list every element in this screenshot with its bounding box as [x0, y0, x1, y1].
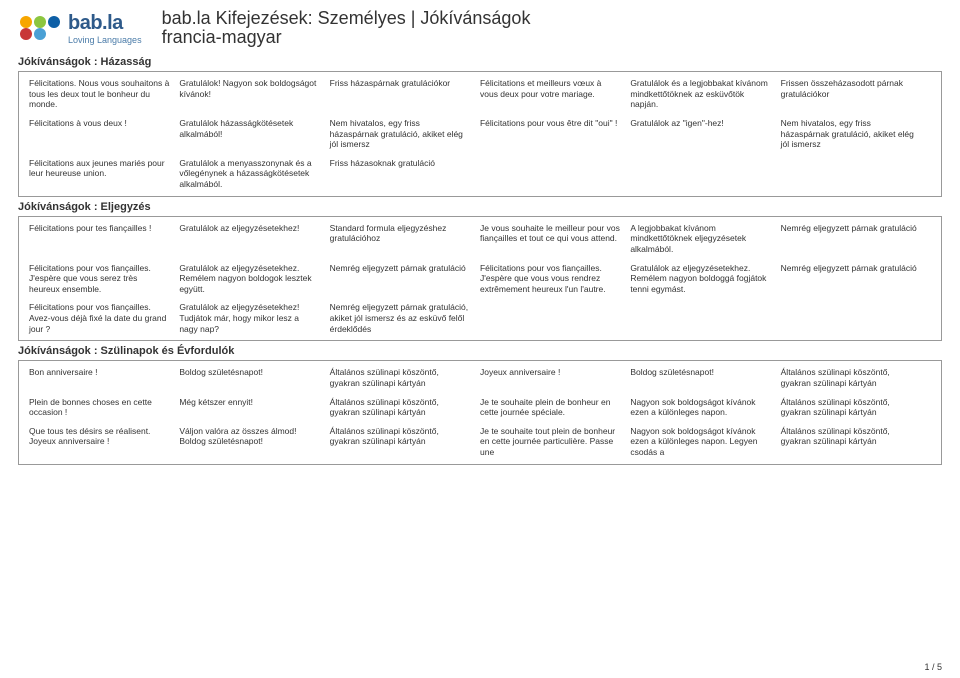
phrase-cell: Még kétszer ennyit!: [179, 397, 329, 418]
phrase-row: Félicitations pour tes fiançailles !Grat…: [29, 223, 931, 255]
phrase-cell: Általános szülinapi köszöntő, gyakran sz…: [330, 426, 480, 458]
phrase-row: Félicitations. Nous vous souhaitons à to…: [29, 78, 931, 110]
phrase-cell: Friss házaspárnak gratulációkor: [330, 78, 480, 110]
phrase-cell: Gratulálok az eljegyzésetekhez. Remélem …: [179, 263, 329, 295]
section-title: Jókívánságok : Szülinapok és Évfordulók: [18, 345, 942, 357]
logo-mark: [18, 12, 66, 44]
phrase-cell: Félicitations pour vos fiançailles. J'es…: [29, 263, 179, 295]
phrase-cell: Általános szülinapi köszöntő, gyakran sz…: [781, 426, 931, 458]
phrase-cell: Nemrég eljegyzett párnak gratuláció: [781, 263, 931, 295]
phrase-row: Félicitations à vous deux !Gratulálok há…: [29, 118, 931, 150]
phrase-cell: Váljon valóra az összes álmod! Boldog sz…: [179, 426, 329, 458]
phrase-cell: Gratulálok az eljegyzésetekhez! Tudjátok…: [179, 302, 329, 334]
phrase-cell: Nagyon sok boldogságot kívánok ezen a kü…: [630, 426, 780, 458]
phrase-cell: [480, 158, 630, 190]
phrase-cell: [630, 302, 780, 334]
phrase-cell: Gratulálok az "igen"-hez!: [630, 118, 780, 150]
section: Jókívánságok : Szülinapok és Évfordulók B…: [18, 345, 942, 464]
phrase-cell: Nemrég eljegyzett párnak gratuláció: [330, 263, 480, 295]
phrase-cell: Gratulálok és a legjobbakat kívánom mind…: [630, 78, 780, 110]
phrase-cell: Nem hivatalos, egy friss házaspárnak gra…: [781, 118, 931, 150]
phrase-cell: [781, 158, 931, 190]
phrase-cell: Nemrég eljegyzett párnak gratuláció: [781, 223, 931, 255]
phrase-row: Félicitations aux jeunes mariés pour leu…: [29, 158, 931, 190]
phrase-cell: Plein de bonnes choses en cette occasion…: [29, 397, 179, 418]
phrase-cell: Boldog születésnapot!: [630, 367, 780, 388]
phrase-cell: Általános szülinapi köszöntő, gyakran sz…: [330, 397, 480, 418]
logo-tagline: Loving Languages: [68, 35, 142, 45]
phrase-cell: Bon anniversaire !: [29, 367, 179, 388]
phrase-cell: Félicitations pour vos fiançailles. J'es…: [480, 263, 630, 295]
phrase-cell: [630, 158, 780, 190]
phrase-cell: Általános szülinapi köszöntő, gyakran sz…: [781, 397, 931, 418]
section: Jókívánságok : Eljegyzés Félicitations po…: [18, 201, 942, 342]
logo: bab.la Loving Languages: [18, 12, 142, 45]
page-title-block: bab.la Kifejezések: Személyes | Jókíváns…: [162, 8, 942, 48]
section-box: Bon anniversaire !Boldog születésnapot!Á…: [18, 360, 942, 464]
phrase-cell: [480, 302, 630, 334]
phrase-cell: Frissen összeházasodott párnak gratuláci…: [781, 78, 931, 110]
phrase-cell: Boldog születésnapot!: [179, 367, 329, 388]
phrase-cell: Félicitations aux jeunes mariés pour leu…: [29, 158, 179, 190]
page-subtitle: francia-magyar: [162, 27, 942, 48]
header: bab.la Loving Languages bab.la Kifejezés…: [0, 0, 960, 52]
section-title: Jókívánságok : Házasság: [18, 56, 942, 68]
page-number: 1 / 5: [924, 662, 942, 672]
phrase-cell: Standard formula eljegyzéshez gratuláció…: [330, 223, 480, 255]
page-title: bab.la Kifejezések: Személyes | Jókíváns…: [162, 8, 942, 29]
phrase-cell: Gratulálok az eljegyzésetekhez. Remélem …: [630, 263, 780, 295]
phrase-row: Que tous tes désirs se réalisent. Joyeux…: [29, 426, 931, 458]
phrase-cell: Gratulálok házasságkötésetek alkalmából!: [179, 118, 329, 150]
phrase-cell: Félicitations. Nous vous souhaitons à to…: [29, 78, 179, 110]
phrase-cell: Que tous tes désirs se réalisent. Joyeux…: [29, 426, 179, 458]
phrase-row: Félicitations pour vos fiançailles. Avez…: [29, 302, 931, 334]
logo-brand: bab.la: [68, 12, 142, 35]
phrase-row: Plein de bonnes choses en cette occasion…: [29, 397, 931, 418]
phrase-cell: Nemrég eljegyzett párnak gratuláció, aki…: [330, 302, 480, 334]
phrase-cell: Félicitations pour tes fiançailles !: [29, 223, 179, 255]
phrase-row: Félicitations pour vos fiançailles. J'es…: [29, 263, 931, 295]
phrase-cell: Félicitations à vous deux !: [29, 118, 179, 150]
phrase-cell: Nem hivatalos, egy friss házaspárnak gra…: [330, 118, 480, 150]
section-box: Félicitations pour tes fiançailles !Grat…: [18, 216, 942, 342]
phrase-cell: Joyeux anniversaire !: [480, 367, 630, 388]
phrase-cell: Félicitations et meilleurs vœux à vous d…: [480, 78, 630, 110]
phrase-cell: Általános szülinapi köszöntő, gyakran sz…: [781, 367, 931, 388]
phrase-cell: Félicitations pour vos fiançailles. Avez…: [29, 302, 179, 334]
phrase-cell: A legjobbakat kívánom mindkettőtöknek el…: [630, 223, 780, 255]
phrase-cell: Je te souhaite plein de bonheur en cette…: [480, 397, 630, 418]
phrase-cell: [781, 302, 931, 334]
phrase-cell: Gratulálok a menyasszonynak és a vőlegén…: [179, 158, 329, 190]
phrase-cell: Gratulálok! Nagyon sok boldogságot kíván…: [179, 78, 329, 110]
section-title: Jókívánságok : Eljegyzés: [18, 201, 942, 213]
phrase-cell: Gratulálok az eljegyzésetekhez!: [179, 223, 329, 255]
section: Jókívánságok : Házasság Félicitations. No…: [18, 56, 942, 197]
phrase-row: Bon anniversaire !Boldog születésnapot!Á…: [29, 367, 931, 388]
phrase-cell: Általános szülinapi köszöntő, gyakran sz…: [330, 367, 480, 388]
section-box: Félicitations. Nous vous souhaitons à to…: [18, 71, 942, 197]
phrase-cell: Je te souhaite tout plein de bonheur en …: [480, 426, 630, 458]
phrase-cell: Nagyon sok boldogságot kívánok ezen a kü…: [630, 397, 780, 418]
phrase-cell: Félicitations pour vous être dit "oui" !: [480, 118, 630, 150]
phrase-cell: Je vous souhaite le meilleur pour vos fi…: [480, 223, 630, 255]
phrase-cell: Friss házasoknak gratuláció: [330, 158, 480, 190]
